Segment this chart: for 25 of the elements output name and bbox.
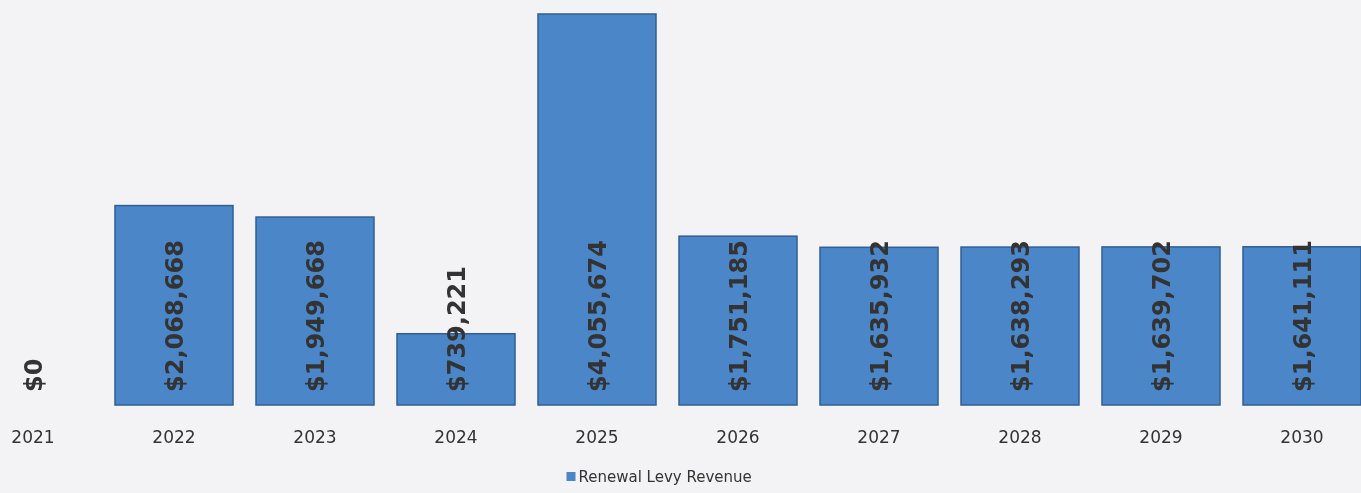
x-tick-label: 2024 [434,427,478,447]
x-tick-label: 2029 [1139,427,1183,447]
x-tick-label: 2030 [1280,427,1324,447]
x-tick-label: 2027 [857,427,901,447]
legend-label: Renewal Levy Revenue [578,468,752,486]
x-tick-label: 2023 [293,427,337,447]
x-tick-label: 2022 [152,427,196,447]
data-label: $0 [20,358,48,392]
bar [678,235,798,406]
bar [537,13,657,406]
data-label: $2,068,668 [161,240,189,392]
data-label: $1,639,702 [1148,240,1176,392]
x-tick-label: 2025 [575,427,619,447]
data-label: $1,641,111 [1289,240,1317,392]
bar [255,216,375,406]
bar [114,204,234,406]
data-label: $1,949,668 [302,240,330,392]
x-tick-label: 2026 [716,427,760,447]
data-label: $1,638,293 [1007,240,1035,392]
x-tick-label: 2021 [11,427,55,447]
data-label: $1,635,932 [866,240,894,392]
x-tick-label: 2028 [998,427,1042,447]
data-label: $739,221 [443,265,471,392]
data-label: $1,751,185 [725,240,753,392]
data-label: $4,055,674 [584,240,612,392]
